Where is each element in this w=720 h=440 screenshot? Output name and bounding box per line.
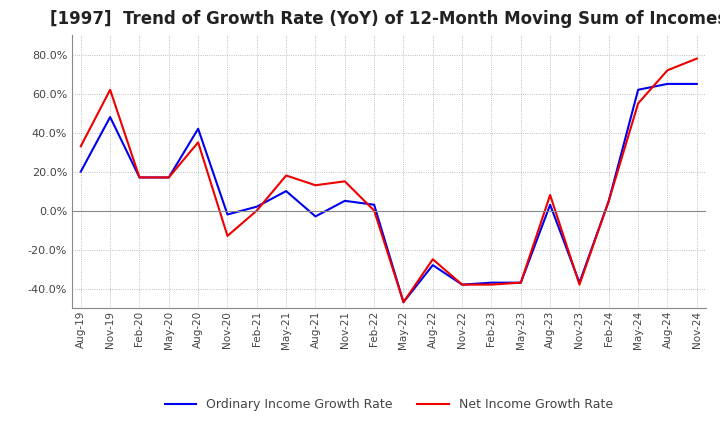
Ordinary Income Growth Rate <box>516 280 525 285</box>
Net Income Growth Rate <box>487 282 496 287</box>
Net Income Growth Rate <box>282 173 290 178</box>
Ordinary Income Growth Rate <box>282 188 290 194</box>
Net Income Growth Rate <box>575 282 584 287</box>
Net Income Growth Rate <box>135 175 144 180</box>
Net Income Growth Rate <box>311 183 320 188</box>
Ordinary Income Growth Rate <box>135 175 144 180</box>
Ordinary Income Growth Rate <box>164 175 173 180</box>
Net Income Growth Rate <box>428 257 437 262</box>
Ordinary Income Growth Rate <box>575 280 584 285</box>
Net Income Growth Rate <box>253 208 261 213</box>
Net Income Growth Rate <box>341 179 349 184</box>
Ordinary Income Growth Rate <box>693 81 701 87</box>
Ordinary Income Growth Rate <box>76 169 85 174</box>
Title: [1997]  Trend of Growth Rate (YoY) of 12-Month Moving Sum of Incomes: [1997] Trend of Growth Rate (YoY) of 12-… <box>50 10 720 28</box>
Ordinary Income Growth Rate <box>194 126 202 132</box>
Legend: Ordinary Income Growth Rate, Net Income Growth Rate: Ordinary Income Growth Rate, Net Income … <box>160 393 618 416</box>
Net Income Growth Rate <box>634 101 642 106</box>
Line: Net Income Growth Rate: Net Income Growth Rate <box>81 59 697 302</box>
Ordinary Income Growth Rate <box>605 198 613 203</box>
Ordinary Income Growth Rate <box>311 214 320 219</box>
Net Income Growth Rate <box>546 192 554 198</box>
Ordinary Income Growth Rate <box>341 198 349 203</box>
Ordinary Income Growth Rate <box>663 81 672 87</box>
Ordinary Income Growth Rate <box>546 202 554 207</box>
Net Income Growth Rate <box>693 56 701 61</box>
Net Income Growth Rate <box>223 233 232 238</box>
Net Income Growth Rate <box>663 68 672 73</box>
Net Income Growth Rate <box>399 300 408 305</box>
Net Income Growth Rate <box>106 87 114 92</box>
Net Income Growth Rate <box>516 280 525 285</box>
Ordinary Income Growth Rate <box>253 204 261 209</box>
Ordinary Income Growth Rate <box>223 212 232 217</box>
Ordinary Income Growth Rate <box>487 280 496 285</box>
Ordinary Income Growth Rate <box>458 282 467 287</box>
Ordinary Income Growth Rate <box>399 300 408 305</box>
Net Income Growth Rate <box>76 143 85 149</box>
Ordinary Income Growth Rate <box>634 87 642 92</box>
Ordinary Income Growth Rate <box>370 202 379 207</box>
Net Income Growth Rate <box>194 140 202 145</box>
Ordinary Income Growth Rate <box>428 263 437 268</box>
Ordinary Income Growth Rate <box>106 114 114 120</box>
Line: Ordinary Income Growth Rate: Ordinary Income Growth Rate <box>81 84 697 302</box>
Net Income Growth Rate <box>370 208 379 213</box>
Net Income Growth Rate <box>164 175 173 180</box>
Net Income Growth Rate <box>458 282 467 287</box>
Net Income Growth Rate <box>605 198 613 203</box>
